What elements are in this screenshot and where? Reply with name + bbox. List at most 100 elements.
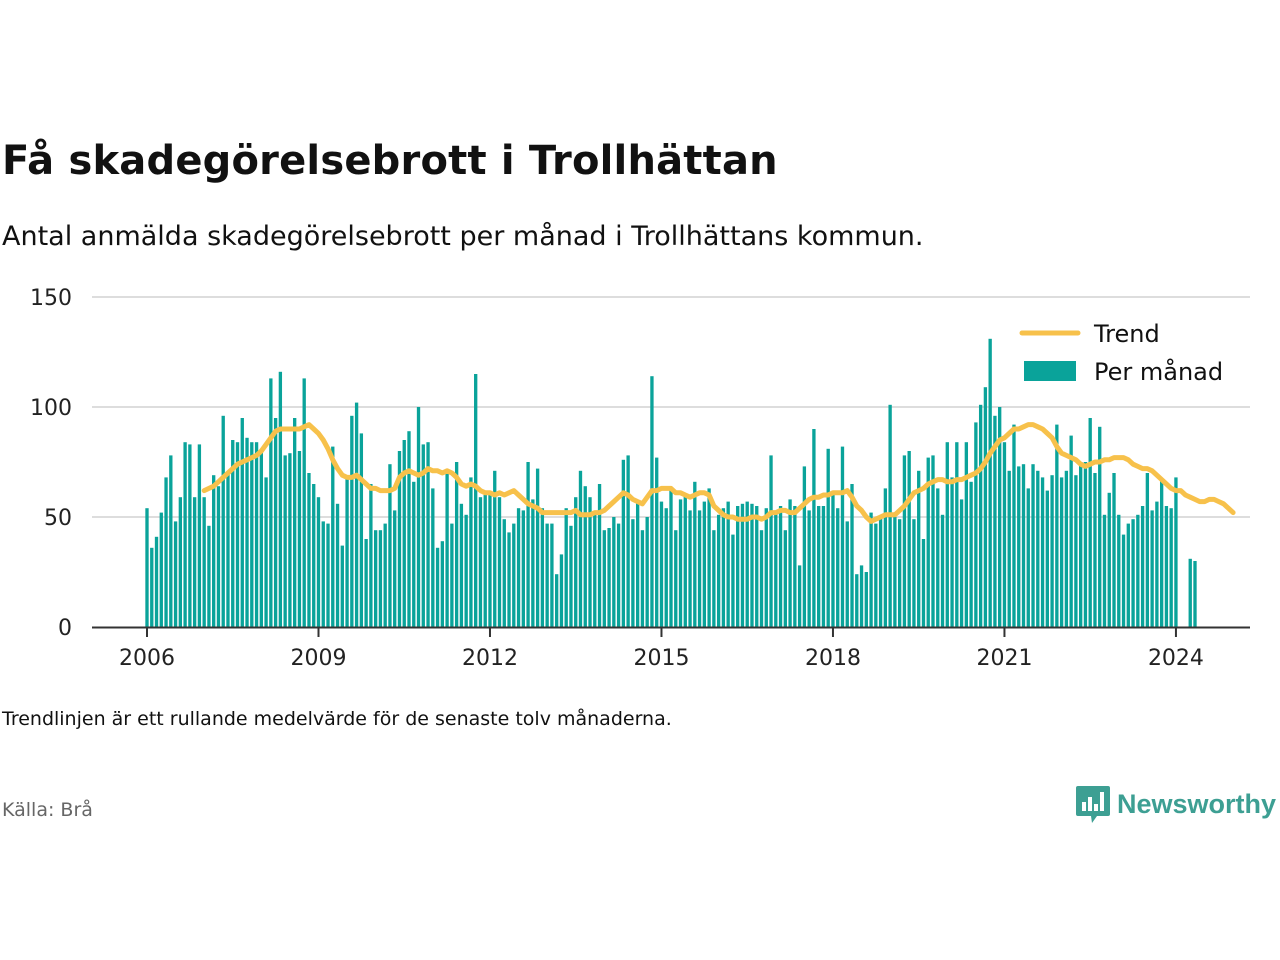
x-tick-label: 2024 [1148, 646, 1204, 671]
bar [907, 451, 911, 627]
bar [540, 508, 545, 627]
bar [921, 539, 926, 627]
bar [769, 455, 773, 627]
bar [169, 455, 173, 627]
bar [993, 415, 997, 627]
bar [1193, 561, 1197, 627]
bar [736, 506, 740, 627]
bar [1169, 508, 1173, 627]
bar [1007, 470, 1011, 627]
bar [959, 499, 964, 627]
bar [412, 481, 416, 627]
bar [669, 488, 673, 627]
bar [321, 521, 325, 627]
chart-title: Få skadegörelsebrott i Trollhättan [2, 138, 778, 184]
bar [616, 523, 621, 627]
bar [1002, 442, 1007, 627]
bar [945, 442, 949, 627]
bar [269, 378, 273, 627]
bar [569, 525, 573, 627]
bar [1017, 466, 1021, 627]
bar [955, 442, 959, 627]
x-tick-label: 2006 [119, 646, 175, 671]
bar [964, 442, 969, 627]
x-tick-label: 2009 [290, 646, 346, 671]
bar [693, 481, 697, 627]
bar [674, 530, 678, 627]
bar [254, 442, 259, 627]
bar [650, 376, 654, 627]
legend-bar-label: Per månad [1094, 357, 1223, 386]
brand-logo: Newsworthy [1075, 784, 1276, 824]
bar [731, 534, 735, 627]
bar [178, 497, 183, 627]
bar [845, 521, 849, 627]
bar [902, 455, 907, 627]
x-tick-label: 2018 [805, 646, 861, 671]
bar [1107, 492, 1111, 627]
bar [302, 378, 306, 627]
bar [273, 418, 278, 627]
bar [797, 565, 802, 627]
bar [655, 457, 659, 627]
bar [859, 565, 864, 627]
bar [1069, 435, 1073, 627]
bar [645, 517, 649, 627]
bar [1121, 534, 1126, 627]
bar [531, 499, 535, 627]
bar [1164, 506, 1169, 627]
bar [1064, 470, 1069, 627]
bar [917, 470, 921, 627]
bar [526, 462, 530, 627]
bar [593, 514, 597, 627]
bar [897, 519, 902, 627]
footnote: Trendlinjen är ett rullande medelvärde f… [2, 708, 672, 730]
bar [869, 512, 873, 627]
bar [426, 442, 430, 627]
bar [602, 530, 606, 627]
bar [1188, 558, 1192, 627]
bar [707, 488, 711, 627]
bar [1131, 519, 1135, 627]
bar [307, 473, 311, 627]
bar [740, 503, 745, 627]
bar [788, 499, 792, 627]
bar [188, 444, 192, 627]
bar [659, 501, 664, 627]
bar [164, 477, 168, 627]
chart: 0 50 100 150 2006 2009 2012 2015 2018 2021 2024 T… [30, 286, 1250, 671]
bar [535, 468, 540, 627]
bar [807, 510, 811, 627]
bar [969, 481, 973, 627]
bar [216, 486, 221, 627]
bar [316, 497, 321, 627]
bar [1140, 506, 1145, 627]
bar [783, 530, 787, 627]
bar [388, 464, 392, 627]
bar [288, 453, 292, 627]
legend-trend-label: Trend [1093, 320, 1160, 348]
y-tick-label: 150 [30, 286, 72, 311]
bar [369, 484, 373, 627]
bar [1088, 418, 1092, 627]
bar [802, 466, 807, 627]
bar [521, 510, 525, 627]
bar [245, 437, 249, 627]
bar [1145, 473, 1150, 627]
bar [350, 415, 354, 627]
legend-bar-swatch [1024, 361, 1076, 381]
bar [278, 371, 283, 627]
bar [640, 530, 645, 627]
bar [502, 519, 506, 627]
bar [836, 508, 840, 627]
bar [154, 536, 159, 627]
bar [817, 506, 821, 627]
bar [774, 512, 778, 627]
bar [550, 523, 554, 627]
y-tick-label: 100 [30, 396, 72, 421]
bar [998, 407, 1002, 627]
bar [231, 440, 235, 627]
bar [478, 497, 483, 627]
bar [454, 462, 459, 627]
bar [192, 497, 197, 627]
